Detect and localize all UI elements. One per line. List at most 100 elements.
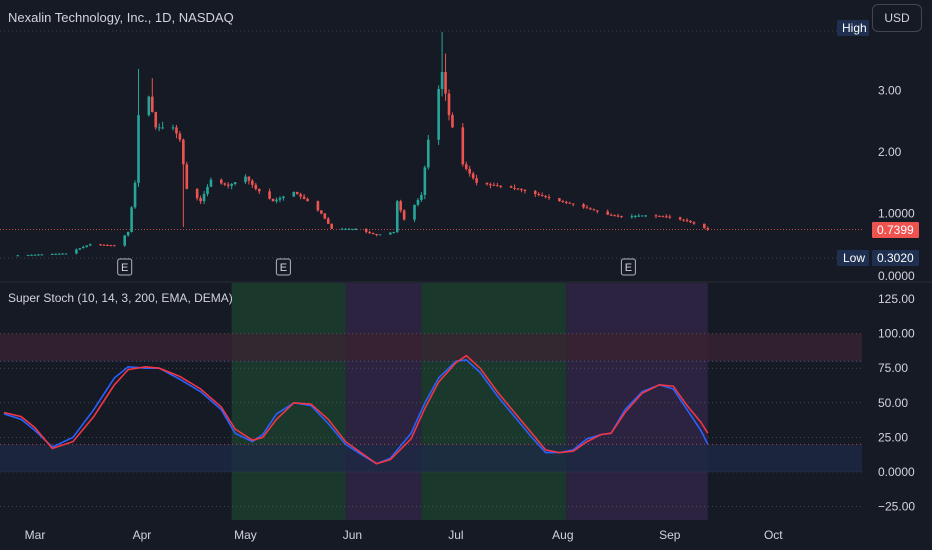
high-label-text: High (842, 21, 867, 35)
earnings-marker-label: E (625, 262, 632, 274)
candle-body (585, 207, 589, 209)
indicator-background-zones (0, 283, 862, 520)
candle-body (640, 215, 644, 217)
zone-neutral (3, 283, 232, 520)
low-label: Low (837, 250, 869, 266)
candle-body (233, 182, 237, 184)
candle-body (378, 234, 382, 236)
candle-body (113, 245, 116, 247)
candle-body (606, 211, 609, 215)
stoch-series-line-2 (3, 354, 709, 465)
candle-body (451, 115, 454, 128)
candle-body (589, 208, 592, 210)
candle-body (413, 204, 416, 220)
candle-body (195, 188, 199, 199)
candle-body (351, 228, 354, 230)
candle-body (320, 210, 323, 214)
candle-body (185, 164, 189, 189)
candle-body (678, 217, 682, 220)
candle-body (520, 188, 523, 190)
low-label-bg (837, 250, 869, 266)
band-overbought (0, 333, 862, 362)
stoch-tick-label: 125.00 (878, 292, 915, 306)
x-tick-label: May (234, 528, 257, 542)
currency-button[interactable]: USD (872, 4, 922, 32)
candle-body (275, 199, 278, 202)
price-tick-label: 1.0000 (878, 207, 915, 221)
candle-body (634, 215, 637, 217)
low-value-label: 0.3020 (872, 250, 919, 266)
earnings-marker-label: E (121, 262, 128, 274)
candle-body (654, 215, 658, 217)
candle-body (571, 203, 575, 205)
price-tick-label: 0.0000 (878, 269, 915, 283)
candle-body (33, 254, 37, 256)
candle-body (496, 185, 499, 187)
indicator-title: Super Stoch (10, 14, 3, 200, EMA, DEMA) (8, 291, 233, 305)
earnings-marker (620, 258, 636, 276)
candle-body (99, 244, 102, 246)
candle-body (220, 179, 223, 184)
candle-body (616, 215, 620, 217)
candle-body (171, 127, 175, 129)
x-tick-label: Aug (552, 528, 573, 542)
candle-body (658, 215, 661, 217)
candle-body (364, 228, 368, 232)
band-oversold (0, 444, 862, 472)
earnings-marker-label: E (280, 262, 287, 274)
price-candles (16, 32, 710, 257)
last-price-label-bg (872, 222, 919, 238)
candle-body (57, 253, 61, 255)
candle-body (682, 219, 685, 221)
candle-body (147, 96, 151, 116)
candle-body (533, 190, 537, 195)
candle-body (278, 198, 282, 200)
candle-body (154, 112, 158, 128)
earnings-marker (275, 258, 291, 276)
candle-body (75, 249, 78, 254)
candle-body (475, 178, 478, 183)
candle-body (251, 180, 254, 185)
x-tick-label: Jul (448, 528, 463, 542)
candle-body (299, 194, 302, 197)
candle-body (703, 223, 706, 229)
candle-body (692, 222, 696, 224)
high-label-bg (837, 20, 869, 36)
candle-body (123, 235, 126, 246)
low-value-label-bg (872, 250, 919, 266)
candle-body (423, 167, 427, 196)
candle-body (85, 245, 89, 247)
candle-body (427, 139, 430, 168)
candle-body (516, 188, 520, 190)
last-price-label: 0.7399 (872, 222, 919, 238)
last-price-label-text: 0.7399 (877, 223, 914, 237)
x-tick-label: Jun (343, 528, 362, 542)
candle-body (561, 201, 565, 203)
candle-body (592, 209, 596, 211)
candle-body (26, 254, 30, 256)
candle-body (199, 198, 202, 202)
candle-body (257, 188, 261, 192)
zone-bullish (421, 283, 567, 520)
candle-body (347, 228, 351, 230)
zone-bearish (566, 283, 708, 520)
candle-body (513, 187, 516, 189)
candle-body (468, 168, 471, 174)
candle-body (630, 216, 634, 218)
candle-body (689, 220, 692, 223)
candle-body (323, 213, 327, 219)
candle-body (282, 196, 285, 199)
candle-body (209, 179, 213, 187)
candle-body (375, 234, 378, 236)
candle-body (126, 231, 130, 236)
candle-body (223, 183, 227, 185)
candle-body (416, 199, 420, 205)
candle-body (54, 253, 57, 255)
price-tick-label: 3.00 (878, 84, 902, 98)
candle-body (444, 72, 447, 94)
candle-body (485, 182, 489, 185)
candle-body (568, 202, 572, 204)
candle-body (106, 244, 109, 246)
candle-body (295, 191, 299, 195)
